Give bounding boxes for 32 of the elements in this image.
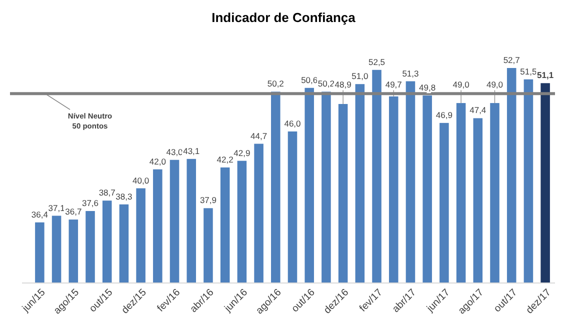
data-label: 37,1 <box>48 202 66 213</box>
data-label: 49,8 <box>419 82 436 92</box>
data-label: 51,0 <box>352 71 368 82</box>
data-label: 42,9 <box>234 148 250 158</box>
data-label: 43,1 <box>183 146 200 156</box>
data-label: 52,5 <box>368 56 386 67</box>
data-label: 42,0 <box>149 156 166 166</box>
data-label: 52,7 <box>503 55 520 65</box>
data-label: 50,2 <box>318 78 335 89</box>
data-label: 46,9 <box>436 110 453 120</box>
chart-title: Indicador de Confiança <box>212 10 356 25</box>
data-label: 48,9 <box>334 80 352 90</box>
data-label: 36,4 <box>31 209 48 220</box>
data-label: 47,4 <box>470 105 486 116</box>
data-label: 46,0 <box>284 118 302 128</box>
data-label: 40,0 <box>132 175 150 186</box>
data-label: 51,5 <box>520 66 537 76</box>
data-label: 50,6 <box>301 74 318 85</box>
data-label: 50,2 <box>267 78 284 89</box>
data-label: 51,3 <box>402 68 420 78</box>
data-label: 36,7 <box>65 206 82 217</box>
data-label: 49,0 <box>486 80 504 90</box>
data-label: 37,6 <box>82 198 99 208</box>
data-label: 51,1 <box>537 70 554 80</box>
data-label: 42,2 <box>216 154 234 164</box>
data-label: 49,0 <box>452 80 470 90</box>
data-label: 37,9 <box>200 195 217 206</box>
data-label: 43,0 <box>166 146 184 157</box>
data-label: 44,7 <box>250 130 268 141</box>
data-label: 49,7 <box>385 80 402 90</box>
data-label: 38,7 <box>98 188 116 198</box>
data-label: 38,3 <box>116 191 133 202</box>
